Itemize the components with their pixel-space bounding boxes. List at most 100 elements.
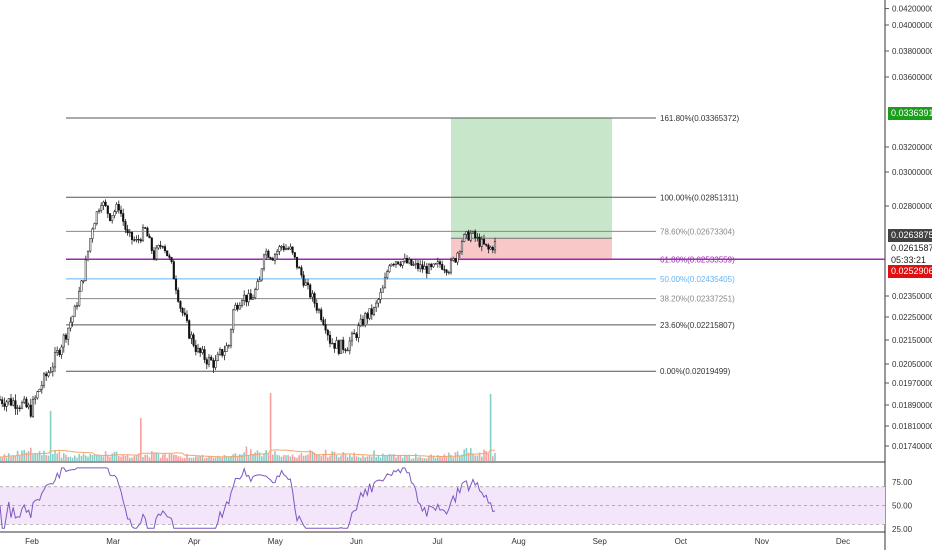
volume-bar: [443, 454, 446, 461]
candle-body: [254, 289, 257, 298]
fib-retracement-tool[interactable]: 161.80%(0.03365372) 100.00%(0.02851311) 78…: [66, 114, 885, 376]
candle-body: [478, 236, 481, 247]
candle-body: [304, 282, 307, 286]
candle-body: [36, 391, 39, 399]
volume-bar: [450, 454, 452, 461]
volume-bar: [272, 454, 274, 461]
candle-body: [432, 263, 435, 268]
candle-body: [53, 352, 57, 368]
candlestick-series[interactable]: [0, 199, 497, 418]
candle-body: [144, 227, 147, 229]
volume-bar: [344, 454, 347, 461]
volume-bar: [296, 457, 298, 461]
volume-bar: [131, 457, 133, 461]
volume-bar: [483, 449, 485, 461]
volume-bar: [492, 456, 494, 461]
candle-body: [181, 308, 184, 314]
time-tick-label: Oct: [675, 537, 688, 546]
candle-body: [139, 239, 142, 242]
volume-bar: [91, 455, 94, 461]
volume-bar: [333, 451, 336, 461]
candle-body: [493, 241, 497, 251]
volume-bar: [472, 454, 474, 461]
volume-bar: [283, 455, 285, 461]
candle-body: [291, 246, 294, 253]
rsi-band: [0, 486, 885, 525]
volume-bar: [137, 453, 140, 461]
candle-body: [69, 321, 72, 329]
time-tick-label: Sep: [593, 537, 608, 546]
volume-bar: [100, 455, 102, 461]
volume-bar: [445, 456, 448, 461]
candle-body: [95, 211, 98, 224]
volume-histogram: [0, 393, 496, 461]
volume-bar: [0, 456, 1, 461]
price-axis[interactable]: 0.04200000 0.04000000 0.03800000 0.03600000…: [885, 5, 932, 451]
volume-bar: [265, 450, 267, 461]
candle-body: [86, 250, 90, 261]
time-tick-label: Apr: [188, 537, 201, 546]
candle-body: [64, 334, 68, 340]
candle-body: [238, 305, 241, 310]
candle-body: [399, 263, 402, 266]
volume-bar: [124, 455, 127, 461]
candle-body: [491, 246, 494, 251]
price-tick-label: 0.02350000: [892, 292, 932, 301]
volume-bar: [305, 455, 307, 461]
volume-bar: [126, 455, 129, 461]
candle-body: [390, 263, 393, 267]
volume-bar: [454, 452, 457, 461]
volume-bar: [168, 453, 171, 461]
long-position-tool[interactable]: [451, 118, 612, 261]
candle-body: [177, 289, 180, 302]
candle-body: [133, 239, 136, 241]
candle-body: [150, 237, 153, 251]
price-tick-label: 0.02800000: [892, 202, 932, 211]
volume-bar: [441, 457, 443, 461]
candle-body: [295, 256, 299, 268]
volume-bar: [14, 455, 17, 461]
candle-body: [82, 280, 85, 282]
volume-bar: [280, 456, 283, 461]
candle-body: [476, 236, 479, 239]
stop-price-label: 0.02529060: [888, 265, 932, 278]
candle-body: [410, 259, 413, 266]
volume-bar: [133, 456, 135, 461]
time-axis[interactable]: Feb Mar Apr May Jun Jul Aug Sep Oct Nov Dec: [25, 537, 850, 546]
candle-body: [430, 263, 433, 268]
volume-bar: [54, 450, 56, 461]
candle-body: [452, 258, 455, 261]
candle-body: [218, 349, 222, 355]
volume-bar: [21, 450, 23, 461]
candle-body: [465, 231, 468, 235]
fib-level-label: 161.80%(0.03365372): [660, 114, 740, 123]
volume-bar: [96, 455, 98, 461]
volume-bar: [410, 458, 413, 461]
volume-bar: [201, 454, 204, 461]
candle-body: [161, 246, 164, 248]
candle-body: [205, 359, 208, 365]
candle-body: [487, 244, 490, 250]
candle-body: [124, 221, 127, 230]
candle-body: [392, 263, 395, 266]
volume-bar: [8, 453, 10, 461]
candle-body: [326, 329, 329, 336]
volume-bar: [144, 454, 146, 461]
candle-body: [172, 261, 175, 280]
candle-body: [146, 227, 149, 237]
volume-bar: [3, 454, 6, 461]
rsi-pane[interactable]: 75.00 50.00 25.00: [0, 466, 913, 534]
candle-body: [414, 263, 417, 265]
volume-bar: [179, 456, 182, 461]
volume-bar: [243, 452, 245, 461]
volume-bar: [1, 457, 3, 461]
candle-body: [485, 243, 488, 246]
candle-body: [212, 359, 215, 368]
volume-bar: [316, 454, 318, 461]
candle-body: [265, 250, 268, 256]
volume-bar: [85, 455, 87, 461]
volume-bar: [65, 454, 67, 461]
price-tick-label: 0.01890000: [892, 401, 932, 410]
candle-body: [31, 398, 35, 417]
